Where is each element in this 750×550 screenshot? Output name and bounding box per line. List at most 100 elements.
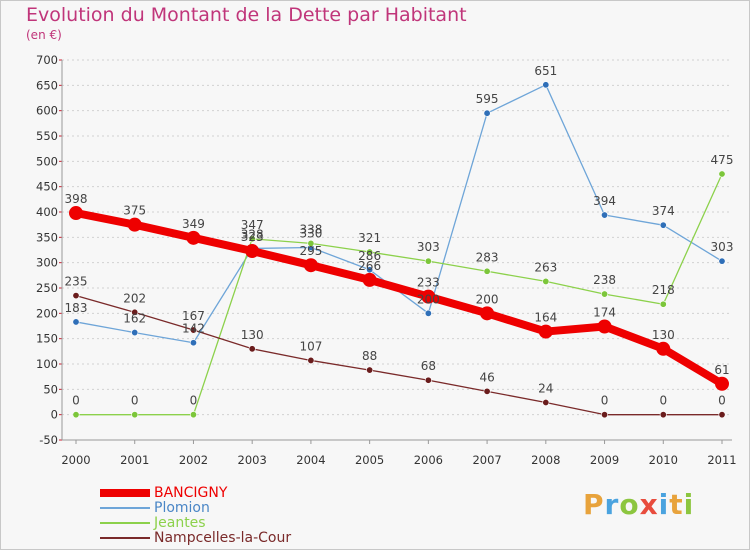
data-point xyxy=(189,411,197,419)
data-label: 398 xyxy=(65,192,88,206)
x-tick-label: 2011 xyxy=(707,453,736,467)
legend-swatch xyxy=(100,507,150,509)
y-tick-label: 500 xyxy=(36,154,58,168)
x-tick-label: 2001 xyxy=(120,453,149,467)
data-point xyxy=(538,324,553,339)
x-tick-label: 2003 xyxy=(238,453,267,467)
legend-label: BANCIGNY xyxy=(154,485,228,501)
logo-letter: t xyxy=(669,488,684,521)
data-point xyxy=(189,326,197,334)
data-label: 323 xyxy=(241,230,264,244)
data-label: 349 xyxy=(182,217,205,231)
series-line xyxy=(72,209,726,388)
series-line xyxy=(75,84,723,344)
data-label: 130 xyxy=(652,328,675,342)
x-tick-label: 2007 xyxy=(472,453,501,467)
data-label: 0 xyxy=(72,394,80,408)
data-point xyxy=(718,257,726,265)
legend-swatch xyxy=(100,522,150,524)
y-tick-label: 250 xyxy=(36,281,58,295)
data-point xyxy=(307,356,315,364)
x-tick-label: 2010 xyxy=(649,453,678,467)
data-label: 375 xyxy=(123,204,146,218)
data-point xyxy=(542,81,550,89)
data-label: 475 xyxy=(711,153,734,167)
chart-subtitle: (en €) xyxy=(26,28,62,42)
data-label: 295 xyxy=(299,244,322,258)
legend-label: Nampcelles-la-Cour xyxy=(154,530,292,546)
data-label: 0 xyxy=(601,394,609,408)
data-label: 0 xyxy=(131,394,139,408)
data-point xyxy=(131,411,139,419)
data-label: 347 xyxy=(241,218,264,232)
y-tick-label: 300 xyxy=(36,256,58,270)
data-label: 202 xyxy=(123,291,146,305)
data-point xyxy=(307,239,315,247)
data-label: 218 xyxy=(652,283,675,297)
data-label: 142 xyxy=(182,322,205,336)
data-label: 130 xyxy=(241,328,264,342)
data-point xyxy=(718,170,726,178)
data-point xyxy=(483,267,491,275)
data-point xyxy=(424,376,432,384)
data-label: 88 xyxy=(362,349,377,363)
data-label: 394 xyxy=(593,194,616,208)
x-tick-label: 2008 xyxy=(531,453,560,467)
legend-item: Jeantes xyxy=(100,515,206,531)
legend-item: Plomion xyxy=(100,500,210,516)
data-point xyxy=(424,309,432,317)
y-tick-label: 350 xyxy=(36,230,58,244)
y-tick-label: 700 xyxy=(36,53,58,67)
y-tick-label: -50 xyxy=(39,433,58,447)
data-label: 263 xyxy=(534,260,557,274)
logo-letter: i xyxy=(683,488,695,521)
data-label: 200 xyxy=(476,292,499,306)
data-label: 286 xyxy=(358,249,381,263)
data-point xyxy=(601,290,609,298)
data-label: 651 xyxy=(534,64,557,78)
data-label: 61 xyxy=(714,363,729,377)
data-label: 164 xyxy=(534,311,557,325)
data-point xyxy=(656,341,671,356)
data-label: 321 xyxy=(358,231,381,245)
data-label: 338 xyxy=(299,222,322,236)
data-point xyxy=(131,308,139,316)
data-point xyxy=(303,258,318,273)
data-point xyxy=(601,211,609,219)
data-label: 303 xyxy=(417,240,440,254)
data-label: 46 xyxy=(479,370,494,384)
data-point xyxy=(131,329,139,337)
data-point xyxy=(189,339,197,347)
legend-swatch xyxy=(100,537,150,539)
data-label: 183 xyxy=(65,301,88,315)
data-label: 303 xyxy=(711,240,734,254)
data-point xyxy=(483,387,491,395)
data-point xyxy=(72,411,80,419)
data-label: 233 xyxy=(417,276,440,290)
data-point xyxy=(659,221,667,229)
logo-letter: i xyxy=(658,488,670,521)
legend-swatch xyxy=(100,489,150,497)
data-label: 283 xyxy=(476,250,499,264)
data-label: 0 xyxy=(190,394,198,408)
data-label: 200 xyxy=(417,292,440,306)
x-tick-label: 2006 xyxy=(414,453,443,467)
y-tick-label: 200 xyxy=(36,306,58,320)
legend-item: Nampcelles-la-Cour xyxy=(100,530,291,546)
data-label: 0 xyxy=(659,394,667,408)
y-tick-label: 650 xyxy=(36,78,58,92)
y-tick-label: 400 xyxy=(36,205,58,219)
data-label: 174 xyxy=(593,306,616,320)
data-point xyxy=(424,257,432,265)
x-tick-label: 2000 xyxy=(61,453,90,467)
data-label: 595 xyxy=(476,92,499,106)
y-tick-label: 450 xyxy=(36,180,58,194)
data-point xyxy=(601,411,609,419)
data-label: 24 xyxy=(538,382,553,396)
chart-title: Evolution du Montant de la Dette par Hab… xyxy=(26,4,467,26)
x-tick-label: 2005 xyxy=(355,453,384,467)
logo-letter: x xyxy=(639,488,659,521)
data-point xyxy=(72,292,80,300)
